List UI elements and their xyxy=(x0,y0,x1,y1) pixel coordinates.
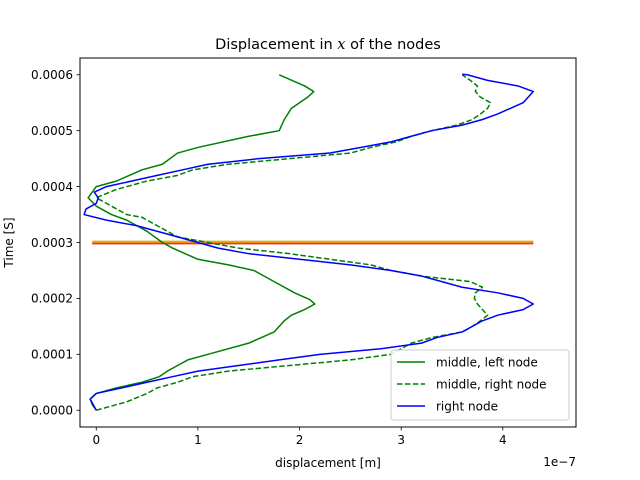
y-tick-label: 0.0006 xyxy=(31,68,73,82)
x-axis-offset-text: 1e−7 xyxy=(543,455,576,469)
x-tick-label: 3 xyxy=(397,433,405,447)
plot-area-frame xyxy=(79,57,577,428)
legend-label-middle-left-node: middle, left node xyxy=(436,355,538,369)
legend-frame xyxy=(390,349,570,421)
x-tick-label: 2 xyxy=(296,433,304,447)
y-tick-label: 0.0005 xyxy=(31,124,73,138)
chart-title-suffix: of the nodes xyxy=(345,37,440,53)
chart-title-prefix: Displacement in xyxy=(215,37,337,53)
series-lines xyxy=(83,73,535,411)
series-line-middle-left-node xyxy=(87,74,316,411)
y-tick-label: 0.0004 xyxy=(31,180,73,194)
y-tick-label: 0.0001 xyxy=(31,348,73,362)
x-tick-label: 4 xyxy=(499,433,507,447)
x-tick-label: 1 xyxy=(194,433,202,447)
chart-title-variable: x xyxy=(337,37,345,53)
series-line-right-node xyxy=(83,73,535,411)
y-axis-ticks: 0.0000 0.0001 0.0002 0.0003 0.0004 0.0005 0.00… xyxy=(31,68,80,418)
x-tick-label: 0 xyxy=(92,433,100,447)
x-axis-label: displacement [m] xyxy=(275,456,381,470)
legend-label-middle-right-node: middle, right node xyxy=(436,377,547,391)
legend-label-right-node: right node xyxy=(436,399,498,413)
y-axis-label: Time [S] xyxy=(2,217,16,268)
chart-title: Displacement in x of the nodes xyxy=(215,37,441,53)
y-tick-label: 0.0003 xyxy=(31,236,73,250)
y-tick-label: 0.0000 xyxy=(31,404,73,418)
x-axis-ticks: 0 1 2 3 4 xyxy=(92,427,507,447)
reference-lines xyxy=(92,240,534,245)
legend: middle, left node middle, right node right… xyxy=(390,349,570,421)
y-tick-label: 0.0002 xyxy=(31,292,73,306)
